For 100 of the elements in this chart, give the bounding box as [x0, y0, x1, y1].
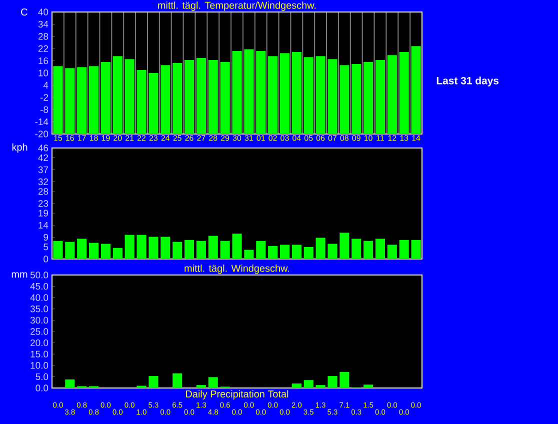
y-tick-label: 16 [38, 57, 48, 64]
bar [399, 240, 409, 259]
y-tick-label: 4 [43, 82, 48, 88]
y-tick-label: 15.0 [30, 350, 48, 358]
y-tick-label: 0.0 [36, 384, 48, 392]
bar [65, 242, 75, 259]
bar [148, 236, 158, 259]
y-axis-title: kph [12, 143, 28, 153]
bar [280, 244, 290, 259]
bar [328, 376, 338, 388]
bar [196, 240, 206, 259]
bar [172, 63, 182, 134]
y-tick-label: 30.0 [30, 316, 48, 324]
bar [304, 380, 314, 388]
bar [220, 240, 230, 259]
y-tick-label: 37 [38, 166, 48, 174]
bar [148, 73, 158, 134]
bar [375, 60, 385, 134]
y-tick-label: -8 [40, 106, 48, 113]
y-tick-label: 10.0 [30, 362, 48, 369]
y-tick-label: 40 [38, 8, 48, 16]
bar [196, 58, 206, 134]
bar [77, 238, 87, 259]
bar [292, 244, 302, 259]
bar [352, 238, 362, 259]
bar [292, 383, 302, 388]
bar [280, 53, 290, 134]
bar [411, 240, 421, 259]
y-tick-label: 50.0 [30, 272, 48, 278]
bar [364, 240, 374, 259]
bar [184, 240, 194, 259]
bar [160, 236, 170, 259]
bar [352, 64, 362, 134]
y-tick-label: 35.0 [30, 306, 48, 312]
bar [244, 49, 254, 134]
y-tick-label: 40.0 [30, 294, 48, 301]
bar [316, 56, 326, 134]
y-tick-label: 45.0 [30, 282, 48, 290]
y-tick-label: 34 [38, 20, 48, 28]
y-tick-label: 14 [38, 222, 48, 228]
y-tick-label: 10 [38, 70, 48, 76]
chart-title: mittl. tägl. Windgeschw. [184, 264, 290, 274]
bar [304, 246, 314, 259]
bar [136, 70, 146, 134]
bar [340, 232, 350, 259]
bar [304, 57, 314, 134]
bar [208, 377, 218, 388]
y-tick-label: 32 [38, 178, 48, 186]
y-tick-label: -20 [35, 130, 48, 138]
bar [316, 238, 326, 259]
bar [65, 379, 75, 388]
y-tick-label: -2 [40, 94, 48, 101]
bar [328, 59, 338, 134]
bar [148, 376, 158, 388]
y-tick-label: 42 [38, 154, 48, 161]
y-tick-label: -14 [35, 118, 48, 126]
y-tick-label: 25.0 [30, 328, 48, 335]
bar [208, 236, 218, 259]
bar [100, 62, 110, 134]
bar [124, 59, 134, 134]
bar [124, 234, 134, 259]
bar [77, 67, 87, 134]
bar [328, 244, 338, 259]
chart-title: mittl. tägl. Temperatur/Windgeschw. [158, 2, 316, 11]
y-tick-label: 19 [38, 210, 48, 217]
bar [160, 65, 170, 134]
bar [375, 238, 385, 259]
bar [256, 240, 266, 259]
y-tick-label: 5 [44, 244, 48, 250]
y-tick-label: 20.0 [30, 339, 48, 346]
bar [316, 385, 326, 388]
y-tick-label: 28 [38, 33, 48, 40]
bar [387, 244, 397, 259]
bar [340, 372, 350, 388]
bar [112, 56, 122, 134]
bar [184, 60, 194, 134]
bar [244, 250, 254, 259]
bar [292, 52, 302, 134]
bar [89, 242, 99, 259]
y-tick-label: 0 [44, 256, 48, 262]
y-tick-label: 28 [38, 188, 48, 195]
bar [65, 68, 75, 134]
bar [89, 66, 99, 134]
bar [136, 234, 146, 259]
bar [232, 51, 242, 134]
bar [172, 242, 182, 259]
bar [399, 52, 409, 134]
bar [196, 385, 206, 388]
bar [53, 66, 63, 134]
bar [387, 55, 397, 134]
x-axis-title: Daily Precipitation Total [186, 390, 288, 400]
bar [364, 62, 374, 134]
text: Last 31 days [436, 76, 499, 86]
bar [53, 240, 63, 259]
y-tick-label: 46 [38, 144, 48, 152]
y-tick-label: 23 [38, 200, 48, 207]
bar [364, 384, 374, 388]
bar [172, 373, 182, 388]
bar [268, 56, 278, 134]
bar [220, 62, 230, 134]
